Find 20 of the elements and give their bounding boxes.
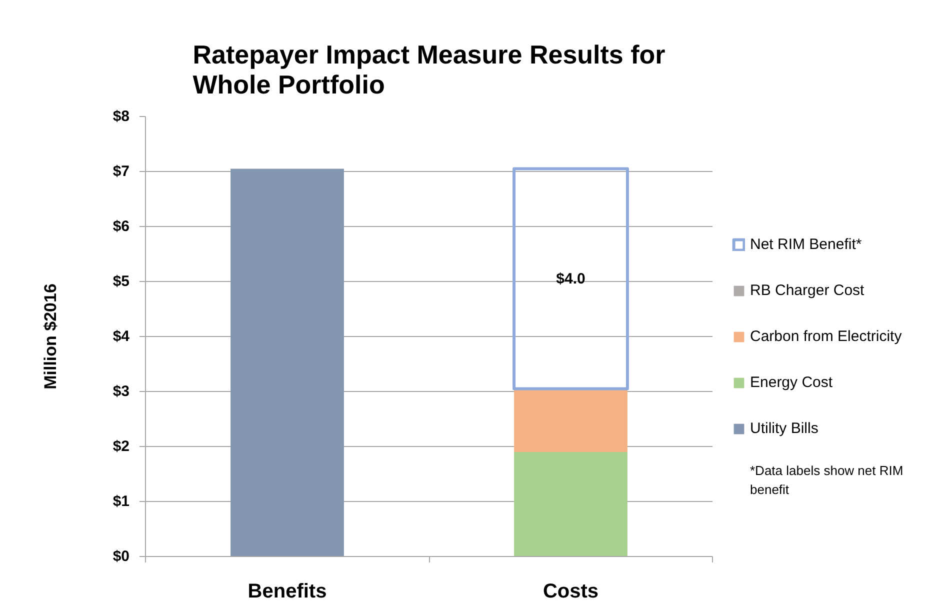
x-tick-label: Benefits	[248, 580, 327, 602]
data-label: $4.0	[556, 270, 586, 288]
y-axis-title: Million $2016	[40, 284, 60, 390]
y-tick-label: $8	[112, 108, 130, 125]
y-tick-label: $3	[112, 383, 130, 400]
y-tick-label: $2	[112, 438, 130, 455]
chart-title: Ratepayer Impact Measure Results for Whole Portfolio	[192, 40, 666, 100]
y-tick-label: $0	[112, 548, 130, 565]
legend-label: RB Charger Cost	[750, 280, 864, 300]
text: *Data labels show net RIM benefit	[750, 462, 904, 499]
y-tick-label: $6	[112, 218, 130, 235]
legend-label: Energy Cost	[750, 372, 833, 392]
y-tick-label: $1	[112, 493, 130, 510]
legend-label: Net RIM Benefit*	[750, 234, 862, 254]
y-tick-label: $4	[112, 328, 130, 345]
legend-label: Carbon from Electricity	[750, 326, 902, 346]
y-tick-label: $7	[112, 163, 130, 180]
x-tick-label: Costs	[542, 580, 599, 602]
y-tick-label: $5	[112, 273, 130, 290]
legend-label: Utility Bills	[750, 418, 818, 438]
